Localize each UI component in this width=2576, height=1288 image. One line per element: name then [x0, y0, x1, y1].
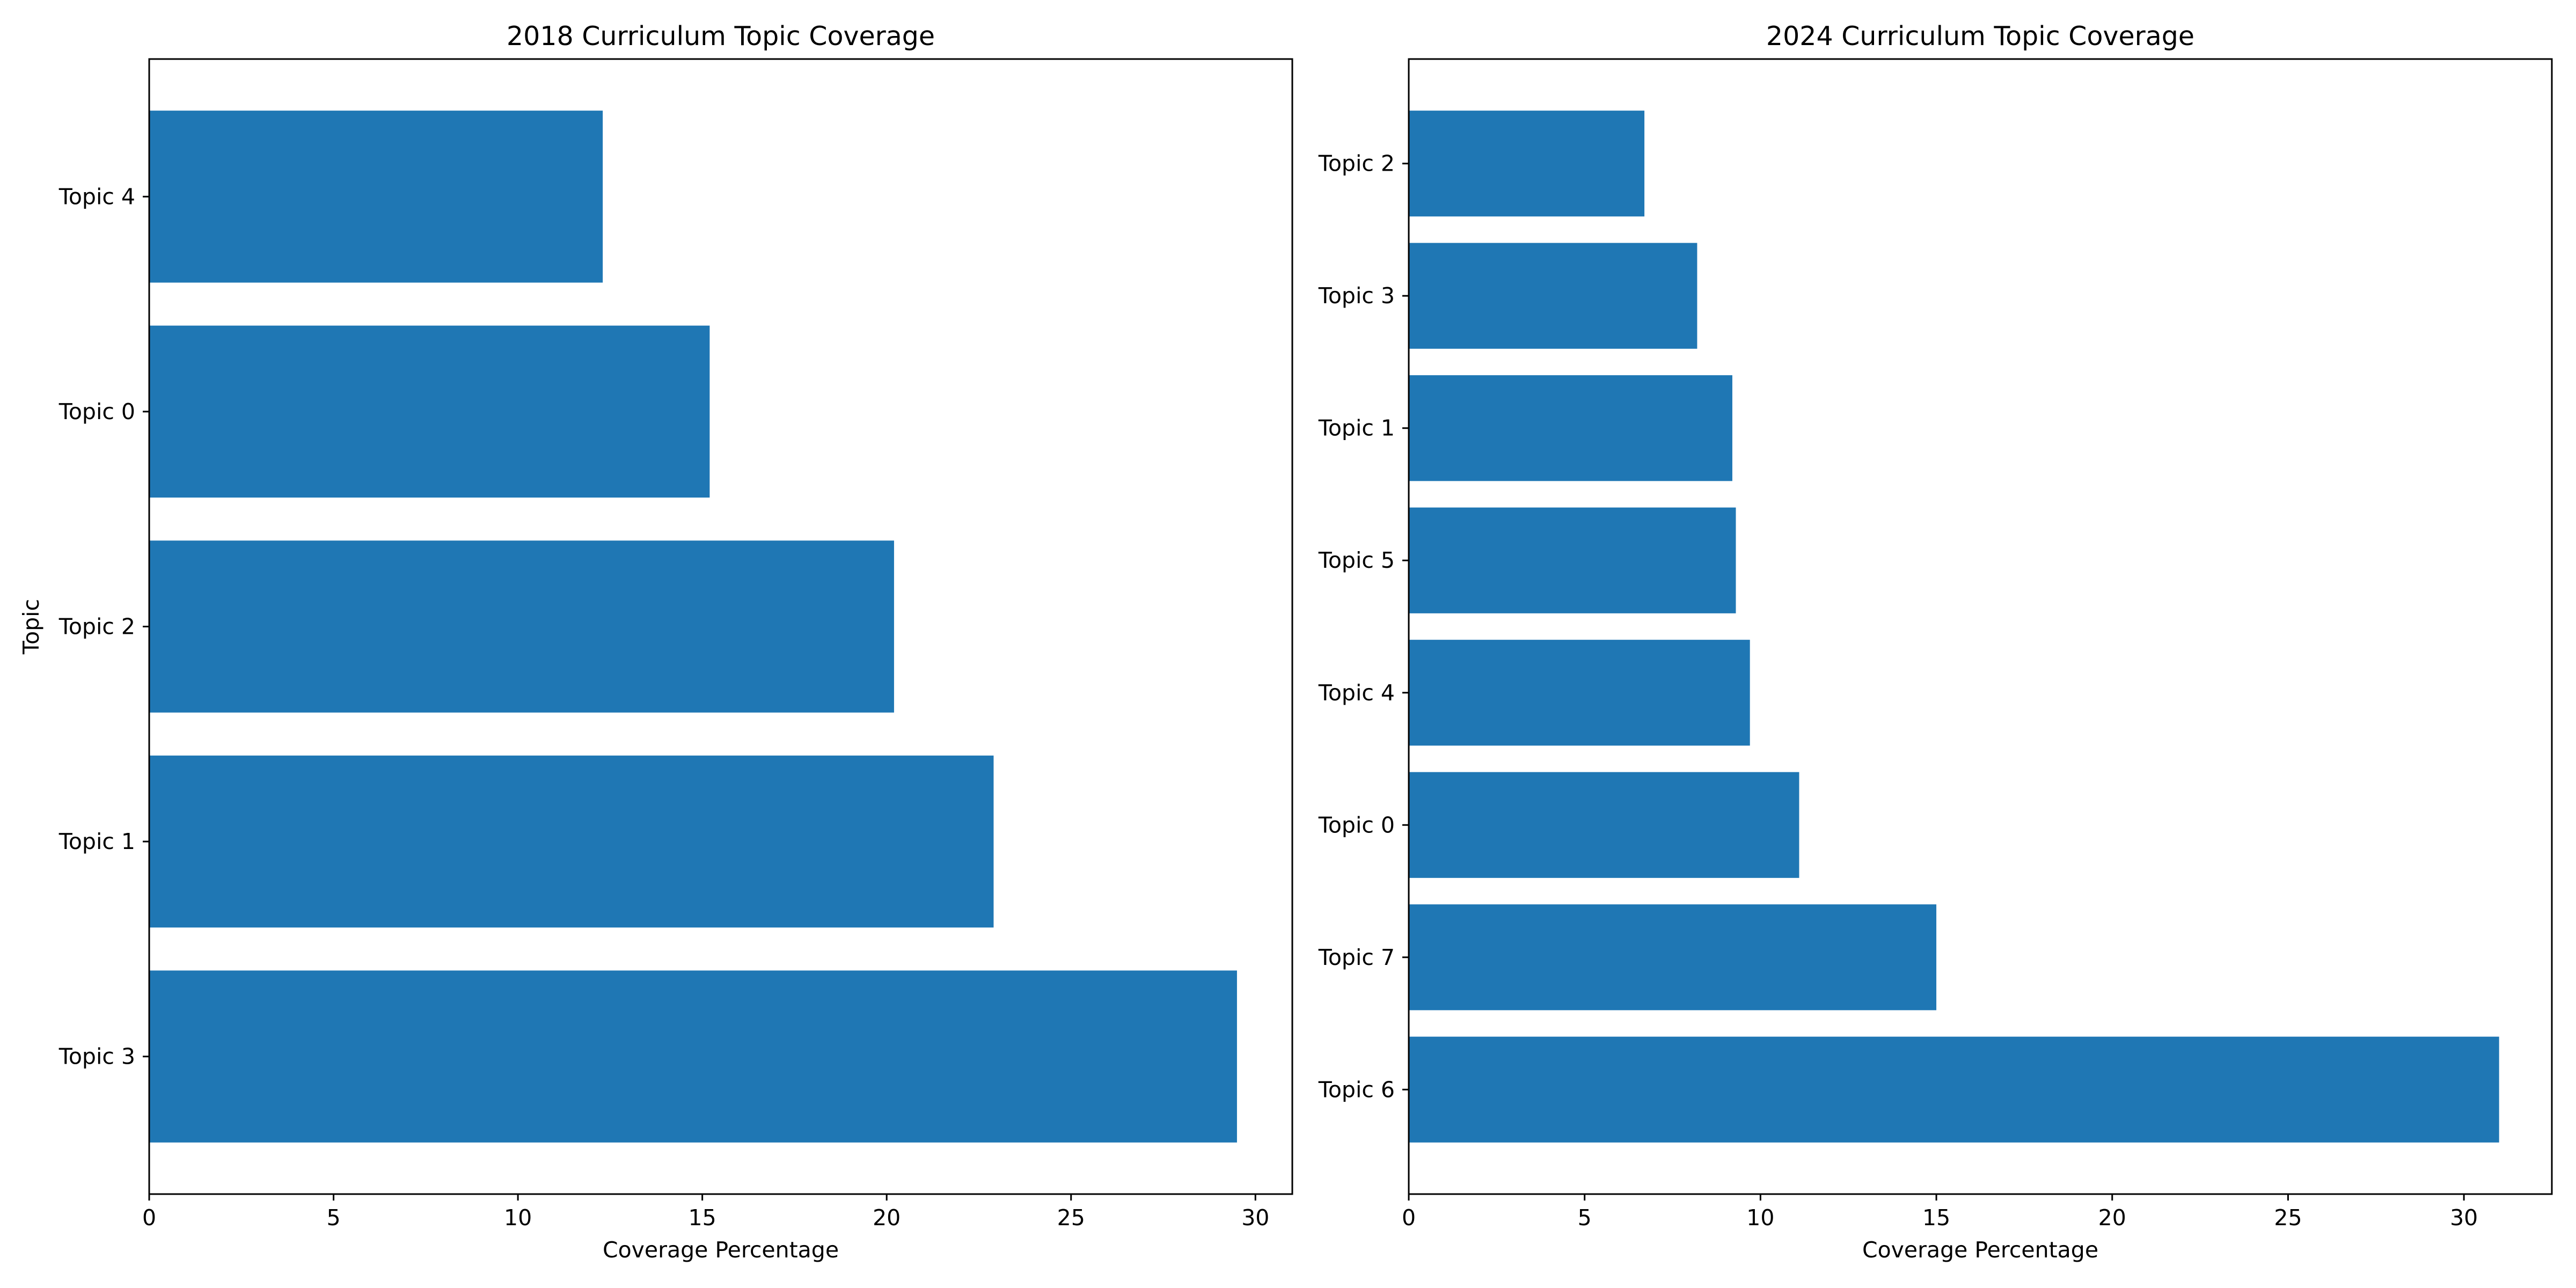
bar	[1409, 640, 1750, 746]
x-tick-label: 5	[1578, 1205, 1592, 1231]
bar	[1409, 243, 1697, 349]
y-axis-label: Topic	[18, 599, 44, 655]
y-tick-label: Topic 6	[1318, 1077, 1395, 1102]
y-tick-label: Topic 2	[58, 614, 135, 640]
x-tick-label: 10	[1746, 1205, 1774, 1231]
x-tick-label: 25	[2274, 1205, 2302, 1231]
y-tick-label: Topic 5	[1318, 547, 1395, 573]
x-tick-label: 0	[142, 1205, 156, 1231]
plot-frame	[1408, 58, 2553, 1195]
bar	[1409, 904, 1937, 1011]
y-tick-label: Topic 4	[58, 184, 135, 209]
bar	[1409, 507, 1736, 613]
bar	[1409, 111, 1645, 217]
bar	[1409, 1036, 2499, 1143]
x-tick-label: 15	[689, 1205, 716, 1231]
y-tick-label: Topic 0	[1318, 812, 1395, 838]
bar	[149, 325, 710, 498]
x-tick-label: 10	[504, 1205, 532, 1231]
x-tick-label: 20	[873, 1205, 901, 1231]
x-tick-label: 0	[1402, 1205, 1416, 1231]
x-tick-label: 15	[1922, 1205, 1950, 1231]
bar	[149, 755, 994, 928]
bar	[149, 970, 1237, 1143]
bar	[1409, 375, 1732, 481]
y-tick-label: Topic 0	[58, 399, 135, 425]
x-tick-label: 20	[2098, 1205, 2126, 1231]
chart-title: 2024 Curriculum Topic Coverage	[1766, 21, 2194, 52]
y-tick-label: Topic 3	[1318, 283, 1395, 309]
chart-2024: 2024 Curriculum Topic Coverage Coverage …	[1318, 21, 2553, 1263]
x-tick-label: 30	[2450, 1205, 2478, 1231]
y-tick-label: Topic 2	[1318, 151, 1395, 177]
bar	[149, 540, 894, 713]
x-axis-label: Coverage Percentage	[1862, 1237, 2098, 1263]
y-tick-label: Topic 1	[58, 829, 135, 854]
chart-title: 2018 Curriculum Topic Coverage	[507, 21, 935, 52]
x-axis-label: Coverage Percentage	[603, 1237, 839, 1263]
plot-frame	[148, 58, 1293, 1195]
y-tick-label: Topic 7	[1318, 945, 1395, 970]
chart-2018: 2018 Curriculum Topic Coverage Coverage …	[18, 21, 1293, 1263]
y-tick-label: Topic 4	[1318, 680, 1395, 706]
x-tick-label: 25	[1057, 1205, 1085, 1231]
y-tick-label: Topic 1	[1318, 415, 1395, 441]
bar	[149, 111, 603, 283]
y-tick-label: Topic 3	[58, 1044, 135, 1070]
bar	[1409, 772, 1799, 878]
x-tick-label: 5	[327, 1205, 341, 1231]
x-tick-label: 30	[1241, 1205, 1269, 1231]
